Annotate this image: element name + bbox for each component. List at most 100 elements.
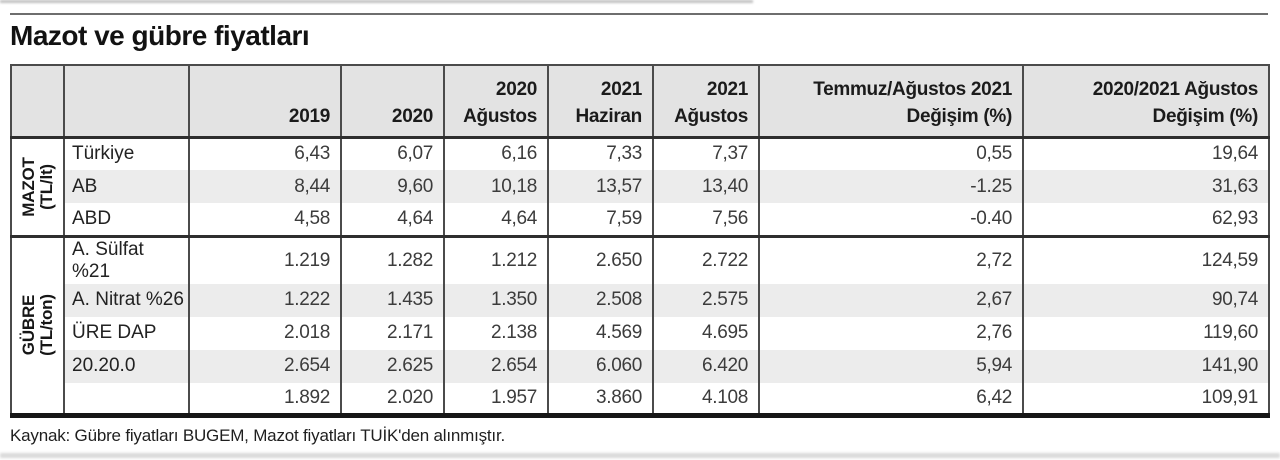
value-cell: 2,76 <box>758 316 1023 350</box>
row-label: ÜRE DAP <box>63 316 189 350</box>
value-cell: 7,33 <box>547 137 653 170</box>
table-row: 20.20.0 2.654 2.625 2.654 6.060 6.420 5,94 141,… <box>11 349 1269 383</box>
table-row: GÜBRE (TL/ton) A. Sülfat %21 1.219 1.282 1.21… <box>11 236 1269 416</box>
value-cell: 1.212 <box>443 236 548 284</box>
value-cell: 9,60 <box>340 170 444 203</box>
value-cell: -0.40 <box>758 203 1023 236</box>
source-note: Kaynak: Gübre fiyatları BUGEM, Mazot fiy… <box>10 426 505 445</box>
header-cell-label <box>63 65 189 137</box>
value-cell: 4,64 <box>443 203 548 236</box>
header-cell: 2019 <box>188 65 341 137</box>
value-cell: 7,59 <box>547 203 653 236</box>
value-cell: 90,74 <box>1022 283 1269 317</box>
value-cell: 2.018 <box>188 316 341 350</box>
group-label-line: GÜBRE <box>18 295 38 356</box>
header-line: Temmuz/Ağustos 2021 <box>813 78 1012 100</box>
value-cell: 6,43 <box>188 137 341 170</box>
row-label: A. Nitrat %26 <box>63 283 189 317</box>
header-line: 2019 <box>288 105 330 127</box>
value-cell: 1.957 <box>443 382 548 416</box>
value-cell: 10,18 <box>443 170 548 203</box>
group-label-cell: MAZOT (TL/lt) <box>11 137 64 236</box>
value-cell: 2.508 <box>547 283 653 317</box>
value-cell: 4.569 <box>547 316 653 350</box>
value-cell: 4.108 <box>652 382 759 416</box>
header-cell: 2020 <box>340 65 444 137</box>
table-row: ÜRE DAP 2.018 2.171 2.138 4.569 4.695 2,76 119,… <box>11 316 1269 350</box>
header-line: 2021 <box>706 78 748 100</box>
group-label-line: MAZOT <box>18 156 38 217</box>
group-label: MAZOT (TL/lt) <box>18 156 56 217</box>
group-label-cell: GÜBRE (TL/ton) <box>11 236 64 416</box>
value-cell: 2.722 <box>652 236 759 284</box>
table-row: MAZOT (TL/lt) Türkiye 6,43 6,07 6,16 7,33 7,37 0… <box>11 137 1269 236</box>
table-header: 2019 2020 2020 Ağustos 2021 Haziran 2021 Ağusto… <box>10 65 1269 137</box>
value-cell: 1.350 <box>443 283 548 317</box>
row-label: ABD <box>63 203 189 236</box>
value-cell: 1.219 <box>188 236 341 284</box>
value-cell: 7,37 <box>652 137 759 170</box>
value-cell: 19,64 <box>1022 137 1269 170</box>
header-cell: 2020 Ağustos <box>443 65 548 137</box>
value-cell: 124,59 <box>1022 236 1269 284</box>
group-label-line: (TL/lt) <box>36 163 56 210</box>
header-line: Değişim (%) <box>906 105 1013 127</box>
table-row: 1.892 2.020 1.957 3.860 4.108 6,42 109,91 <box>11 382 1269 416</box>
value-cell: 4.695 <box>652 316 759 350</box>
value-cell: -1.25 <box>758 170 1023 203</box>
value-cell: 4,58 <box>188 203 341 236</box>
value-cell: 2.654 <box>443 349 548 383</box>
row-label: AB <box>63 170 189 203</box>
value-cell: 6,42 <box>758 382 1023 416</box>
value-cell: 2,67 <box>758 283 1023 317</box>
value-cell: 1.282 <box>340 236 444 284</box>
value-cell: 141,90 <box>1022 349 1269 383</box>
header-cell-group <box>10 65 64 137</box>
value-cell: 7,56 <box>652 203 759 236</box>
page-title: Mazot ve gübre fiyatları <box>10 20 310 51</box>
value-cell: 2.171 <box>340 316 444 350</box>
value-cell: 2.625 <box>340 349 444 383</box>
value-cell: 2.650 <box>547 236 653 284</box>
header-row: 2019 2020 2020 Ağustos 2021 Haziran 2021 Ağusto… <box>10 65 1269 137</box>
value-cell: 2,72 <box>758 236 1023 284</box>
value-cell: 5,94 <box>758 349 1023 383</box>
group-label-line: (TL/ton) <box>36 294 56 357</box>
row-label: A. Sülfat %21 <box>63 236 189 284</box>
value-cell: 1.435 <box>340 283 444 317</box>
value-cell: 31,63 <box>1022 170 1269 203</box>
group-label: GÜBRE (TL/ton) <box>18 294 56 357</box>
value-cell: 2.138 <box>443 316 548 350</box>
crop-remnant-bottom <box>0 453 1280 458</box>
header-line: Değişim (%) <box>1152 105 1259 127</box>
header-line: 2020 <box>495 78 537 100</box>
value-cell: 6.060 <box>547 349 653 383</box>
row-label: 20.20.0 <box>63 349 189 383</box>
value-cell: 1.892 <box>188 382 341 416</box>
value-cell: 109,91 <box>1022 382 1269 416</box>
value-cell: 6,16 <box>443 137 548 170</box>
value-cell: 1.222 <box>188 283 341 317</box>
value-cell: 62,93 <box>1022 203 1269 236</box>
value-cell: 4,64 <box>340 203 444 236</box>
value-cell: 2.654 <box>188 349 341 383</box>
value-cell: 3.860 <box>547 382 653 416</box>
group-gubre: GÜBRE (TL/ton) A. Sülfat %21 1.219 1.282 1.21… <box>11 236 1269 416</box>
price-table: 2019 2020 2020 Ağustos 2021 Haziran 2021 Ağusto… <box>10 64 1270 418</box>
value-cell: 0,55 <box>758 137 1023 170</box>
header-cell: 2021 Haziran <box>547 65 653 137</box>
header-line: 2021 <box>600 78 642 100</box>
value-cell: 13,57 <box>547 170 653 203</box>
value-cell: 6,07 <box>340 137 444 170</box>
header-line: Haziran <box>575 105 642 127</box>
table-row: A. Nitrat %26 1.222 1.435 1.350 2.508 2.575 2,… <box>11 283 1269 317</box>
header-cell: Temmuz/Ağustos 2021 Değişim (%) <box>758 65 1023 137</box>
header-line: 2020 <box>391 105 433 127</box>
header-cell: 2021 Ağustos <box>652 65 759 137</box>
table-row: AB 8,44 9,60 10,18 13,57 13,40 -1.25 31,63 <box>11 170 1269 203</box>
header-cell: 2020/2021 Ağustos Değişim (%) <box>1022 65 1269 137</box>
value-cell: 8,44 <box>188 170 341 203</box>
row-label <box>63 382 189 416</box>
crop-remnant-top <box>0 0 753 3</box>
